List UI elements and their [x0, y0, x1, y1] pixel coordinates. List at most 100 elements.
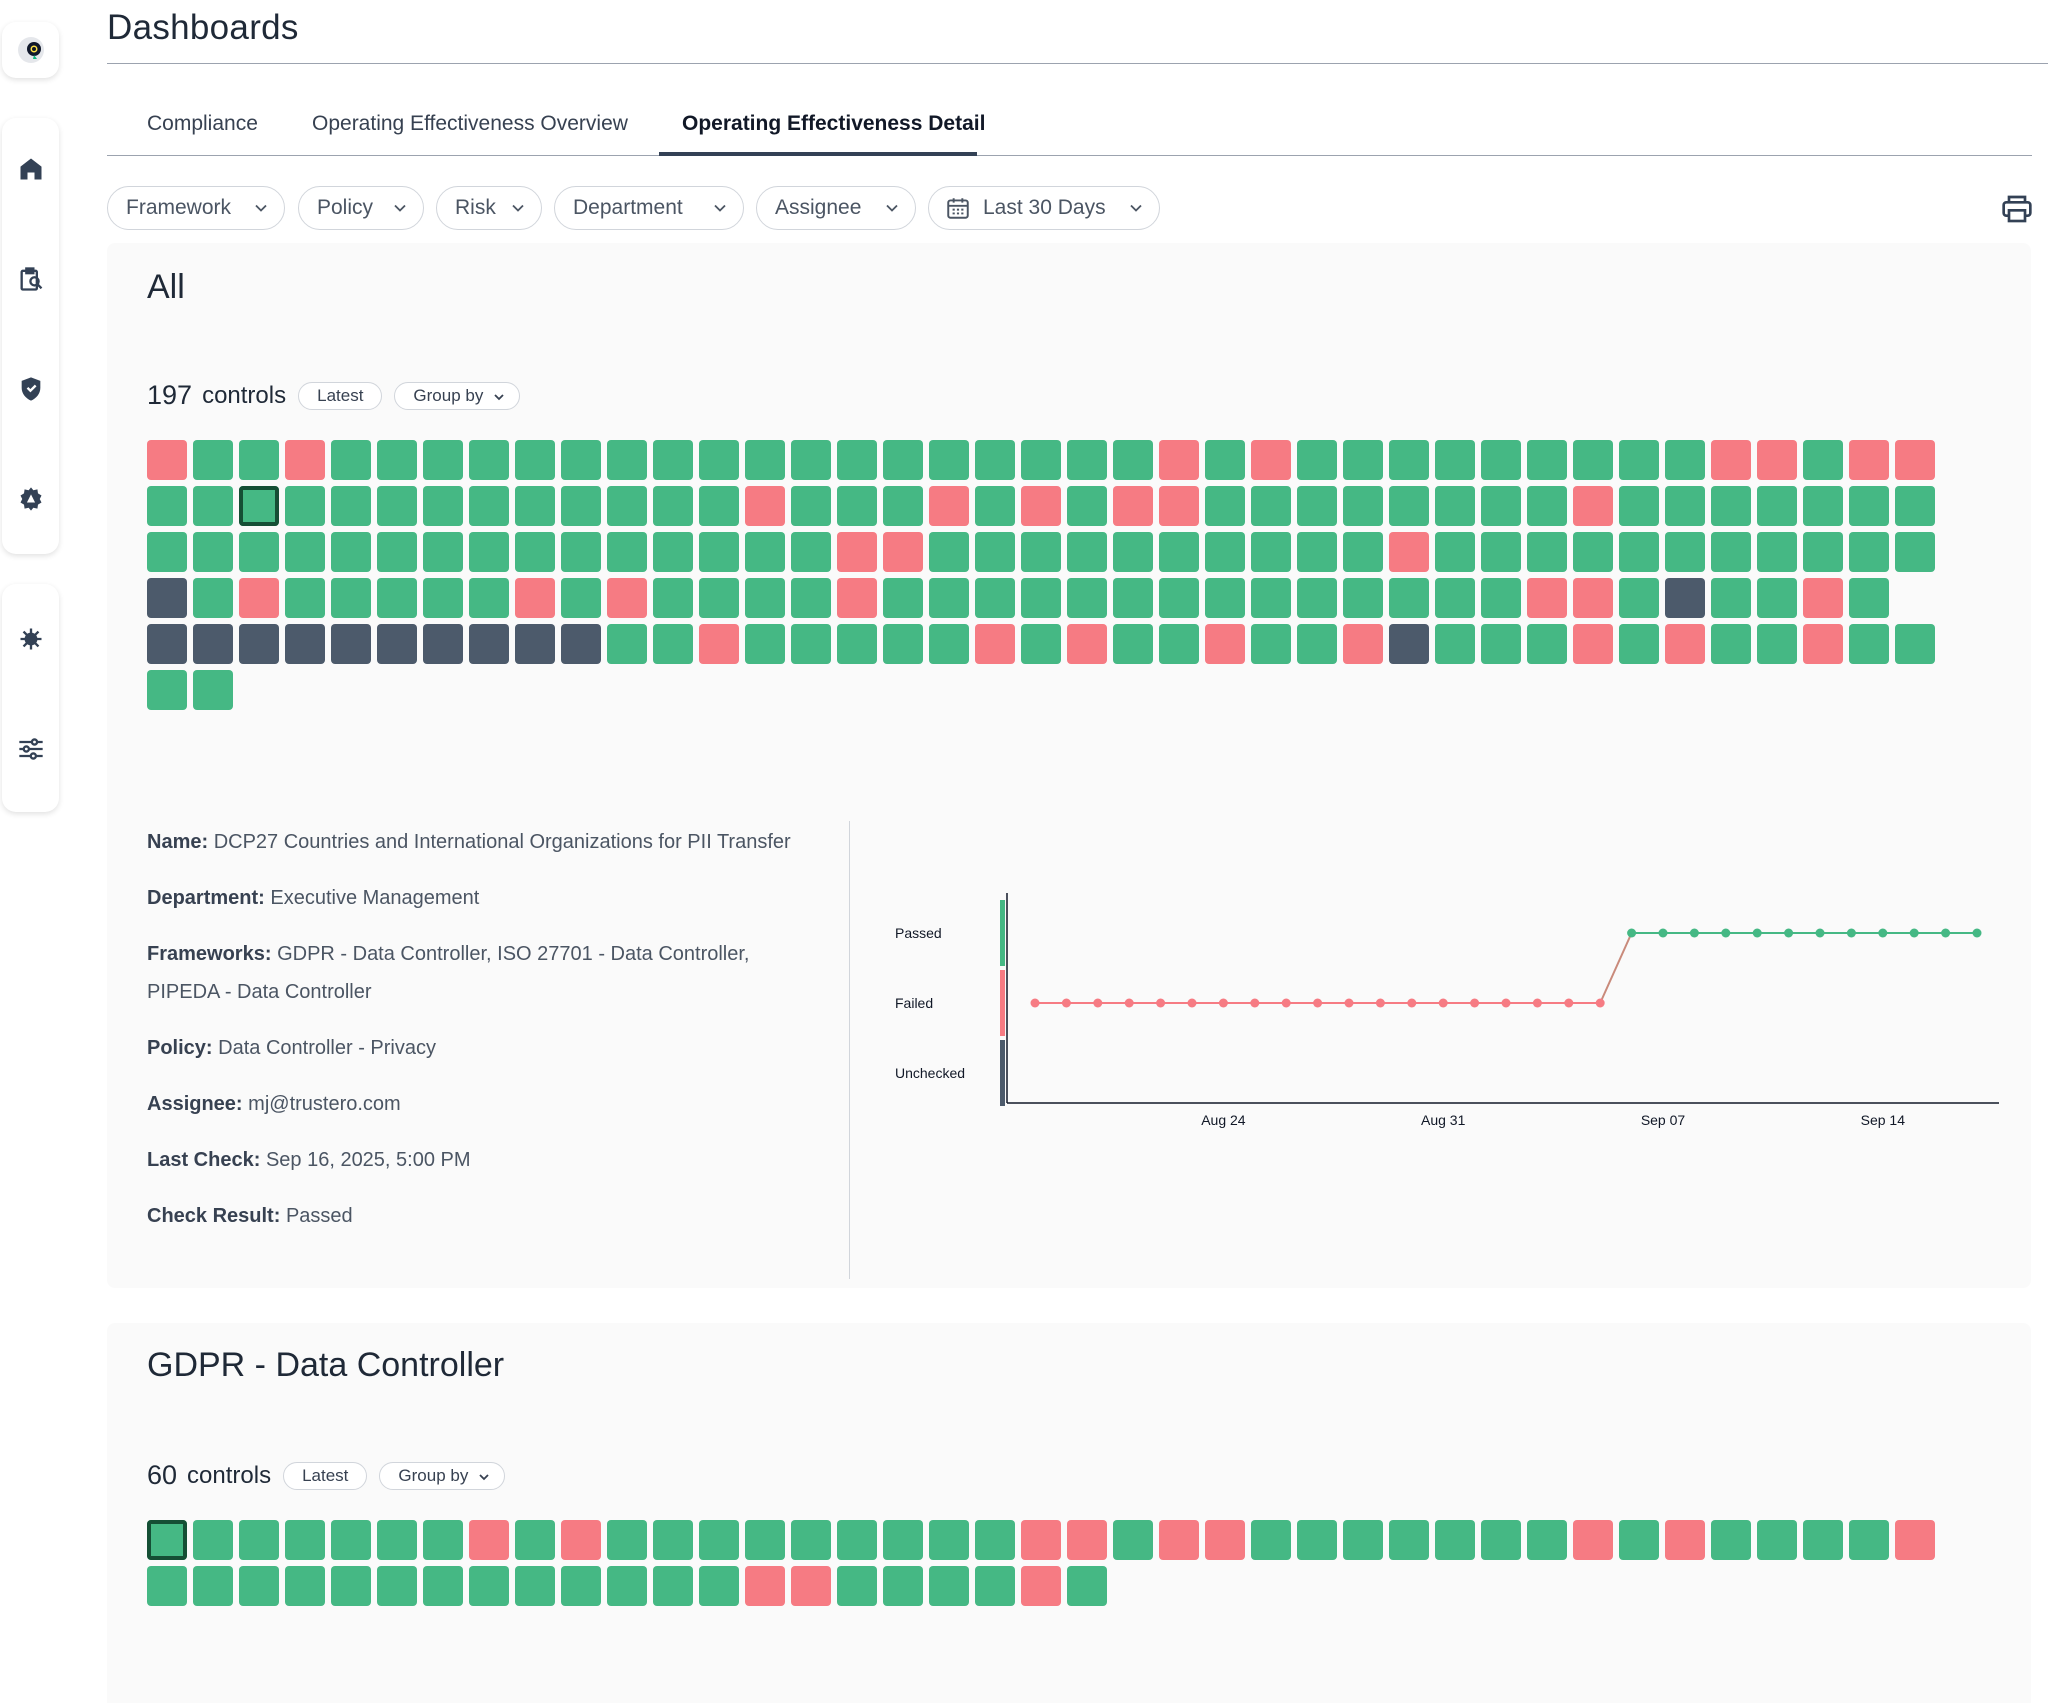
data-point[interactable] — [1124, 998, 1134, 1008]
data-point[interactable] — [1250, 998, 1260, 1008]
control-cell[interactable] — [837, 532, 877, 572]
control-cell[interactable] — [1849, 486, 1889, 526]
control-cell[interactable] — [1711, 532, 1751, 572]
control-cell[interactable] — [561, 578, 601, 618]
control-cell[interactable] — [1067, 578, 1107, 618]
control-cell[interactable] — [1757, 578, 1797, 618]
control-cell[interactable] — [1297, 624, 1337, 664]
control-cell[interactable] — [331, 532, 371, 572]
control-cell[interactable] — [1113, 486, 1153, 526]
control-cell[interactable] — [1573, 1520, 1613, 1560]
control-cell[interactable] — [1067, 532, 1107, 572]
control-cell[interactable] — [653, 578, 693, 618]
control-cell[interactable] — [1849, 624, 1889, 664]
control-cell[interactable] — [469, 578, 509, 618]
app-logo[interactable] — [2, 22, 59, 78]
data-point[interactable] — [1627, 928, 1637, 938]
control-cell[interactable] — [239, 486, 279, 526]
control-cell[interactable] — [377, 486, 417, 526]
control-cell[interactable] — [1895, 486, 1935, 526]
control-cell[interactable] — [929, 486, 969, 526]
control-cell[interactable] — [423, 532, 463, 572]
control-cell[interactable] — [1527, 440, 1567, 480]
control-cell[interactable] — [515, 624, 555, 664]
control-cell[interactable] — [285, 578, 325, 618]
control-cell[interactable] — [1021, 440, 1061, 480]
control-cell[interactable] — [1021, 532, 1061, 572]
control-cell[interactable] — [1343, 532, 1383, 572]
data-point[interactable] — [1972, 928, 1982, 938]
latest-button[interactable]: Latest — [298, 381, 383, 410]
control-cell[interactable] — [1113, 532, 1153, 572]
control-cell[interactable] — [745, 1520, 785, 1560]
control-cell[interactable] — [1711, 440, 1751, 480]
control-cell[interactable] — [1481, 578, 1521, 618]
control-cell[interactable] — [1205, 1520, 1245, 1560]
tab-operating-effectiveness-detail[interactable]: Operating Effectiveness Detail — [682, 112, 986, 135]
control-cell[interactable] — [883, 1566, 923, 1606]
control-cell[interactable] — [837, 578, 877, 618]
control-cell[interactable] — [1573, 532, 1613, 572]
control-cell[interactable] — [285, 1520, 325, 1560]
control-cell[interactable] — [1205, 532, 1245, 572]
data-point[interactable] — [1218, 998, 1228, 1008]
control-cell[interactable] — [1803, 440, 1843, 480]
control-cell[interactable] — [1251, 1520, 1291, 1560]
control-cell[interactable] — [147, 1566, 187, 1606]
control-cell[interactable] — [975, 532, 1015, 572]
control-cell[interactable] — [147, 624, 187, 664]
data-point[interactable] — [1344, 998, 1354, 1008]
control-cell[interactable] — [469, 532, 509, 572]
control-cell[interactable] — [1251, 532, 1291, 572]
data-point[interactable] — [1846, 928, 1856, 938]
control-cell[interactable] — [1803, 486, 1843, 526]
risk-filter[interactable]: Risk — [436, 186, 542, 230]
control-cell[interactable] — [1389, 440, 1429, 480]
control-cell[interactable] — [469, 440, 509, 480]
control-cell[interactable] — [653, 440, 693, 480]
control-cell[interactable] — [1803, 578, 1843, 618]
tab-operating-effectiveness-overview[interactable]: Operating Effectiveness Overview — [312, 112, 628, 135]
sliders-icon[interactable] — [16, 734, 46, 764]
control-cell[interactable] — [1803, 532, 1843, 572]
control-cell[interactable] — [423, 1520, 463, 1560]
control-cell[interactable] — [1527, 486, 1567, 526]
control-cell[interactable] — [1435, 440, 1475, 480]
data-point[interactable] — [1438, 998, 1448, 1008]
control-cell[interactable] — [607, 624, 647, 664]
control-cell[interactable] — [1665, 440, 1705, 480]
data-point[interactable] — [1156, 998, 1166, 1008]
control-cell[interactable] — [1113, 578, 1153, 618]
control-cell[interactable] — [791, 440, 831, 480]
control-cell[interactable] — [1803, 624, 1843, 664]
control-cell[interactable] — [1757, 440, 1797, 480]
data-point[interactable] — [1187, 998, 1197, 1008]
control-cell[interactable] — [377, 624, 417, 664]
control-cell[interactable] — [883, 486, 923, 526]
control-cell[interactable] — [1159, 624, 1199, 664]
control-cell[interactable] — [147, 670, 187, 710]
control-cell[interactable] — [745, 532, 785, 572]
tab-compliance[interactable]: Compliance — [147, 112, 258, 135]
control-cell[interactable] — [1251, 624, 1291, 664]
control-cell[interactable] — [1619, 578, 1659, 618]
control-cell[interactable] — [1573, 578, 1613, 618]
control-cell[interactable] — [515, 440, 555, 480]
data-point[interactable] — [1784, 928, 1794, 938]
control-cell[interactable] — [1849, 1520, 1889, 1560]
control-cell[interactable] — [699, 486, 739, 526]
control-cell[interactable] — [1389, 578, 1429, 618]
control-cell[interactable] — [745, 440, 785, 480]
control-cell[interactable] — [653, 532, 693, 572]
control-cell[interactable] — [193, 486, 233, 526]
control-cell[interactable] — [837, 1566, 877, 1606]
control-cell[interactable] — [423, 486, 463, 526]
control-cell[interactable] — [653, 624, 693, 664]
control-cell[interactable] — [1113, 1520, 1153, 1560]
control-cell[interactable] — [1435, 532, 1475, 572]
data-point[interactable] — [1752, 928, 1762, 938]
control-cell[interactable] — [1573, 624, 1613, 664]
data-point[interactable] — [1313, 998, 1323, 1008]
clipboard-search-icon[interactable] — [16, 264, 46, 294]
shield-icon[interactable] — [16, 374, 46, 404]
